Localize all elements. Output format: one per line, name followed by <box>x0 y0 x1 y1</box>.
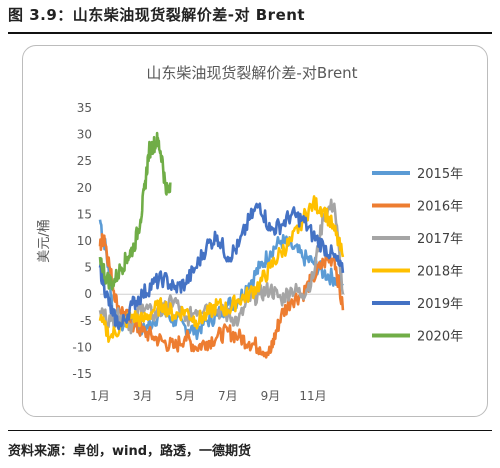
x-tick-label: 11月 <box>299 389 326 403</box>
legend-label: 2017年 <box>417 232 463 247</box>
legend: 2015年 2016年 2017年 2018年 2019年 2020年 <box>372 167 463 345</box>
figure-caption: 图 3.9：山东柴油现货裂解价差-对 Brent <box>8 6 306 24</box>
y-tick-label: 15 <box>77 207 92 221</box>
legend-label: 2018年 <box>417 265 463 280</box>
chart-frame <box>22 45 488 417</box>
chart-title: 山东柴油现货裂解价差-对Brent <box>146 64 357 82</box>
y-tick-label: -10 <box>72 340 92 354</box>
x-tick-label: 5月 <box>175 389 195 403</box>
x-axis-ticks: 1月 3月 5月 7月 9月 11月 <box>90 389 327 403</box>
legend-label: 2016年 <box>417 200 463 215</box>
y-axis-label: 美元/桶 <box>37 219 52 262</box>
legend-label: 2020年 <box>417 330 463 345</box>
series-line-2018年 <box>98 195 345 344</box>
x-tick-label: 3月 <box>133 389 153 403</box>
y-tick-label: 10 <box>77 234 92 248</box>
series-lines <box>98 131 345 359</box>
y-tick-label: 35 <box>77 101 92 115</box>
y-tick-label: -5 <box>80 314 92 328</box>
y-tick-label: 0 <box>84 287 92 301</box>
series-line-2019年 <box>98 202 345 331</box>
x-tick-label: 1月 <box>90 389 110 403</box>
legend-label: 2019年 <box>417 297 463 312</box>
y-tick-label: 5 <box>84 261 92 275</box>
x-tick-label: 7月 <box>218 389 238 403</box>
y-axis-ticks: -15 -10 -5 0 5 10 15 20 25 30 35 <box>72 101 92 381</box>
y-tick-label: -15 <box>72 367 92 381</box>
y-tick-label: 20 <box>77 181 92 195</box>
top-rule <box>8 32 492 34</box>
y-tick-label: 30 <box>77 128 92 142</box>
x-tick-label: 9月 <box>261 389 281 403</box>
source-note: 资料来源：卓创，wind，路透，一德期货 <box>8 444 252 459</box>
bottom-rule <box>8 430 492 431</box>
legend-label: 2015年 <box>417 167 463 182</box>
series-line-2017年 <box>98 198 345 335</box>
y-tick-label: 25 <box>77 154 92 168</box>
series-line-2020年 <box>98 131 172 291</box>
